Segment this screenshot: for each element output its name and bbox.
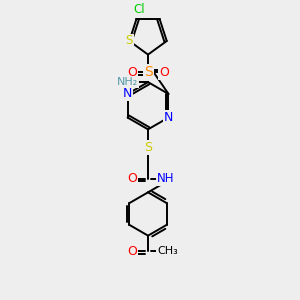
Text: O: O [159, 66, 169, 79]
Text: N: N [123, 87, 132, 101]
Text: NH₂: NH₂ [117, 77, 138, 87]
Text: S: S [144, 141, 152, 154]
Text: CH₃: CH₃ [157, 246, 178, 256]
Text: S: S [144, 65, 152, 79]
Text: O: O [128, 172, 137, 185]
Text: O: O [128, 66, 137, 79]
Text: S: S [126, 34, 133, 47]
Text: O: O [128, 245, 137, 258]
Text: N: N [164, 111, 173, 124]
Text: Cl: Cl [134, 3, 145, 16]
Text: NH: NH [157, 172, 175, 185]
